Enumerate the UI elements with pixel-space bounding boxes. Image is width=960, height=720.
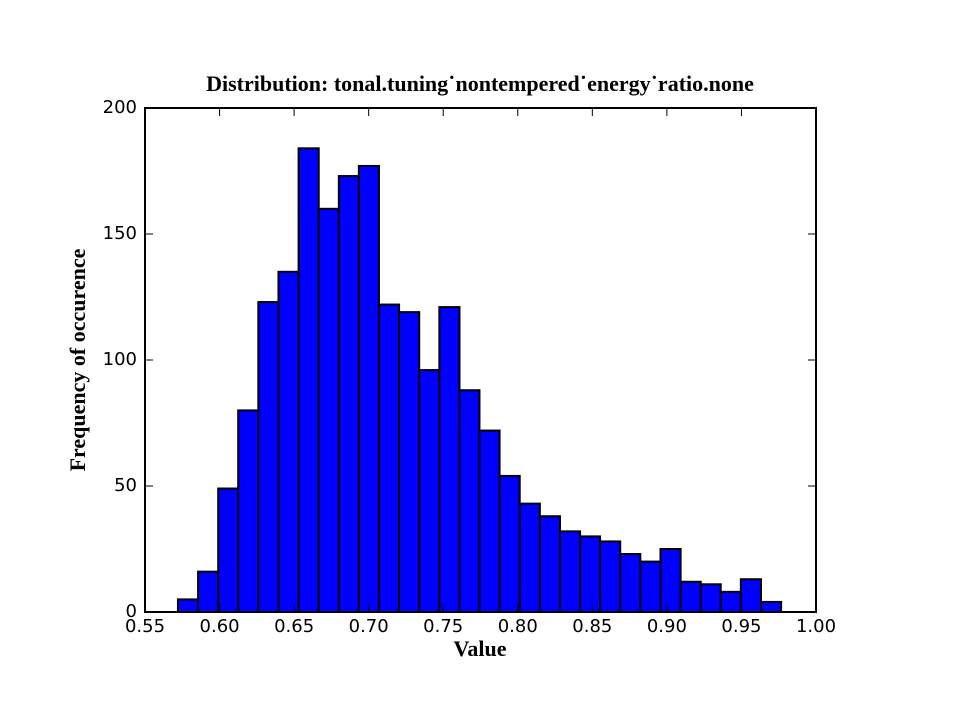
x-tick-label: 0.85 <box>572 616 612 637</box>
bar <box>619 553 642 613</box>
x-tick-label: 0.95 <box>721 616 761 637</box>
y-axis-label: Frequency of occurence <box>65 248 90 471</box>
bar <box>438 306 461 613</box>
y-tick-label: 50 <box>114 475 137 496</box>
y-tick-label: 150 <box>103 223 137 244</box>
bar <box>377 303 401 613</box>
y-tick-label: 0 <box>126 601 137 622</box>
bar <box>418 369 441 613</box>
bar <box>217 487 240 613</box>
bar <box>458 389 481 613</box>
bar <box>558 530 582 613</box>
bar <box>257 301 280 613</box>
x-tick-label: 0.80 <box>498 616 538 637</box>
bar <box>538 515 561 613</box>
chart-title: Distribution: tonal.tuning˙nontempered˙e… <box>206 71 754 96</box>
y-tick-label: 200 <box>103 97 137 118</box>
x-tick-label: 0.90 <box>647 616 687 637</box>
x-tick-label: 0.70 <box>349 616 389 637</box>
bar <box>478 429 501 613</box>
bar <box>699 583 722 614</box>
bar <box>579 535 602 614</box>
bar <box>237 409 260 613</box>
x-tick-label: 0.65 <box>274 616 314 637</box>
x-axis-label: Value <box>454 636 507 661</box>
bar <box>639 560 662 613</box>
y-tick-label: 100 <box>103 349 137 370</box>
bar <box>739 578 762 613</box>
bar <box>297 147 320 613</box>
bar <box>337 175 360 613</box>
bar <box>176 598 200 614</box>
bar <box>759 600 783 613</box>
bar <box>357 164 380 614</box>
bar <box>659 548 682 613</box>
bar <box>317 207 340 614</box>
bar <box>277 270 300 613</box>
bar <box>719 590 742 614</box>
bar <box>197 570 220 613</box>
x-tick-label: 0.55 <box>125 616 165 637</box>
x-tick-label: 0.75 <box>423 616 463 637</box>
bar <box>679 580 702 614</box>
bar <box>599 540 622 613</box>
x-tick-label: 0.60 <box>200 616 240 637</box>
bar <box>498 474 521 614</box>
bar <box>518 502 541 614</box>
x-tick-label: 1.00 <box>796 616 836 637</box>
bar <box>398 311 421 613</box>
